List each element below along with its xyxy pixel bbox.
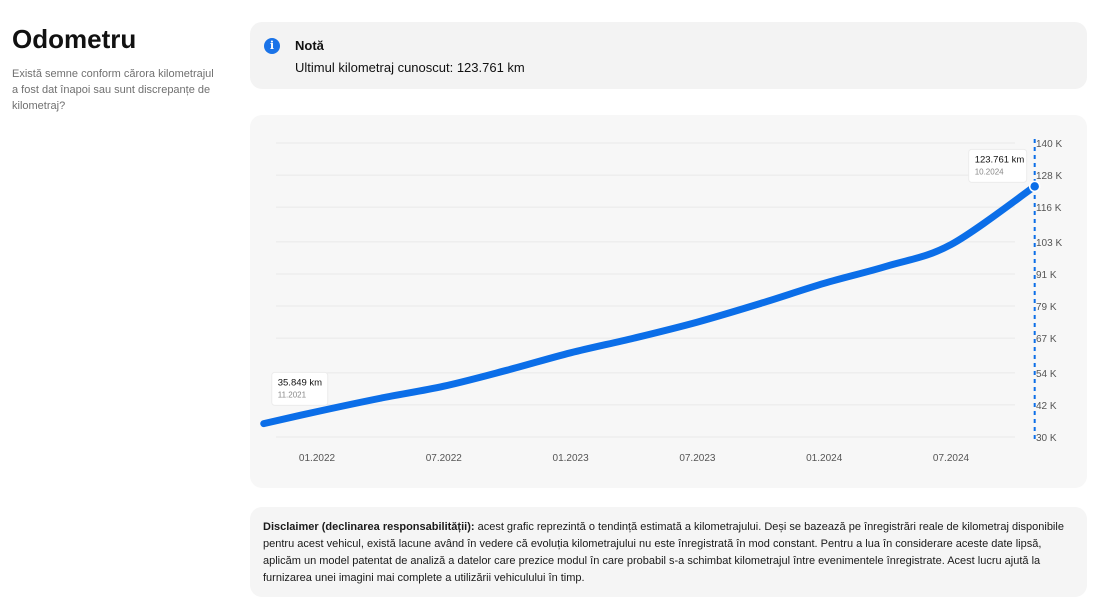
y-tick-label: 91 K — [1036, 270, 1057, 281]
note-title: Notă — [295, 38, 324, 53]
annotation-value: 35.849 km — [278, 377, 322, 388]
disclaimer-text: acest grafic reprezintă o tendință estim… — [263, 521, 1064, 584]
annotation-box — [968, 148, 1028, 183]
annotation-value: 123.761 km — [975, 154, 1025, 165]
note-text: Ultimul kilometraj cunoscut: 123.761 km — [295, 60, 525, 75]
odometer-chart: 140 K 128 K 116 K 103 K 91 K 79 K 67 K 54 K 42 K… — [260, 139, 1062, 464]
y-tick-label: 128 K — [1036, 171, 1062, 182]
y-tick-label: 67 K — [1036, 334, 1057, 345]
x-tick-label: 01.2023 — [553, 453, 590, 464]
odometer-chart-card: 140 K 128 K 116 K 103 K 91 K 79 K 67 K 54 K 42 K… — [250, 115, 1087, 488]
info-icon: i — [264, 38, 280, 54]
annotation-date: 11.2021 — [278, 390, 307, 399]
odometer-series-line — [260, 182, 1039, 428]
x-tick-label: 07.2024 — [933, 453, 970, 464]
y-tick-label: 103 K — [1036, 238, 1062, 249]
annotation-box — [271, 371, 329, 406]
y-tick-label: 79 K — [1036, 302, 1057, 313]
annotation-date: 10.2024 — [975, 167, 1004, 176]
y-tick-label: 42 K — [1036, 401, 1057, 412]
y-tick-label: 30 K — [1036, 433, 1057, 444]
x-tick-label: 07.2023 — [679, 453, 716, 464]
page-title: Odometru — [12, 24, 137, 54]
disclaimer-box: Disclaimer (declinarea responsabilității… — [250, 507, 1087, 597]
x-tick-label: 01.2024 — [806, 453, 843, 464]
disclaimer-label: Disclaimer (declinarea responsabilității… — [263, 521, 475, 533]
y-tick-label: 140 K — [1036, 139, 1062, 150]
page-description: Există semne conform cărora kilometrajul… — [12, 68, 214, 112]
latest-point-marker — [1028, 180, 1041, 193]
y-tick-label: 54 K — [1036, 369, 1057, 380]
y-tick-label: 116 K — [1036, 203, 1062, 214]
x-tick-label: 07.2022 — [426, 453, 463, 464]
x-tick-label: 01.2022 — [299, 453, 336, 464]
note-box: i Notă Ultimul kilometraj cunoscut: 123.… — [250, 22, 1087, 89]
